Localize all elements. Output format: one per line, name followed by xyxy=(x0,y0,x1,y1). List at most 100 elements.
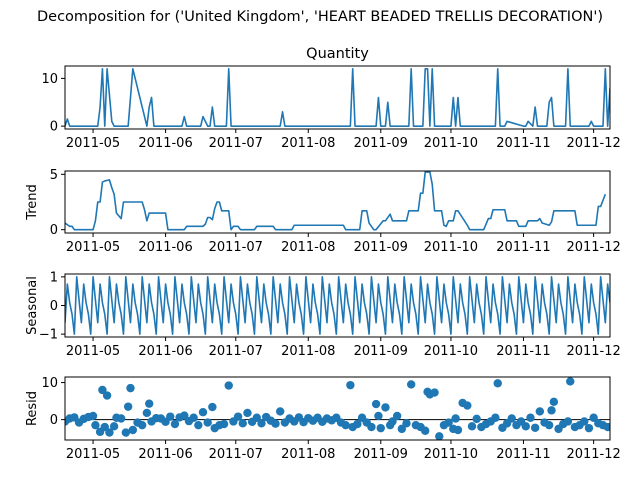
resid-point xyxy=(435,432,444,440)
x-tick-label: 2011-07 xyxy=(209,447,263,462)
x-tick-label: 2011-05 xyxy=(66,136,120,151)
resid-point xyxy=(189,413,198,422)
resid-point xyxy=(549,397,559,407)
x-tick-label: 2011-11 xyxy=(496,136,550,151)
x-tick-label: 2011-10 xyxy=(424,447,478,462)
resid-point xyxy=(402,419,411,428)
x-tick-label: 2011-12 xyxy=(566,136,620,151)
resid-point xyxy=(128,425,138,435)
x-tick-label: 2011-07 xyxy=(209,136,263,151)
resid-point xyxy=(463,401,472,410)
resid-point xyxy=(180,411,189,420)
resid-point xyxy=(566,377,575,386)
x-tick-label: 2011-11 xyxy=(496,344,550,359)
resid-point xyxy=(493,379,502,388)
resid-point xyxy=(526,413,535,422)
resid-point xyxy=(584,423,594,433)
resid-point xyxy=(346,380,355,390)
resid-point xyxy=(88,411,98,421)
resid-point xyxy=(397,424,407,434)
plot-area xyxy=(65,377,610,440)
y-tick-label: 0 xyxy=(50,299,58,314)
resid-point xyxy=(341,420,350,430)
x-tick-label: 2011-06 xyxy=(138,240,192,255)
resid-point xyxy=(530,423,540,432)
resid-point xyxy=(224,381,233,390)
x-tick-label: 2011-06 xyxy=(138,136,192,151)
x-tick-label: 2011-07 xyxy=(209,240,263,255)
resid-point xyxy=(219,419,229,429)
resid-point xyxy=(238,419,247,428)
panel-4: 0 10 2011-05 2011-06 2011-07 2011-08 2011-09 20… xyxy=(25,376,621,462)
resid-point xyxy=(467,422,477,431)
resid-point xyxy=(374,411,383,421)
panel-2: 0 5 2011-05 2011-06 2011-07 2011-08 2011-09 201… xyxy=(25,168,621,255)
plot-area xyxy=(65,171,607,231)
resid-point xyxy=(91,420,100,430)
resid-point xyxy=(137,420,147,430)
seasonal-line xyxy=(65,276,610,335)
x-tick-label: 2011-12 xyxy=(566,240,620,255)
x-tick-label: 2011-10 xyxy=(424,240,478,255)
y-axis-label: Trend xyxy=(25,184,40,221)
resid-point xyxy=(603,422,610,432)
resid-point xyxy=(233,412,243,421)
x-tick-label: 2011-11 xyxy=(496,447,550,462)
plot-area xyxy=(65,276,610,335)
resid-point xyxy=(123,402,133,411)
x-tick-label: 2011-05 xyxy=(66,344,120,359)
resid-point xyxy=(580,417,589,426)
x-tick-label: 2011-12 xyxy=(566,447,620,462)
x-tick-label: 2011-06 xyxy=(138,344,192,359)
x-tick-label: 2011-09 xyxy=(354,344,408,359)
y-tick-label: 10 xyxy=(41,376,58,391)
resid-point xyxy=(507,414,516,423)
x-tick-label: 2011-08 xyxy=(281,240,335,255)
x-tick-label: 2011-07 xyxy=(209,344,263,359)
resid-point xyxy=(100,422,109,432)
resid-point xyxy=(421,426,430,435)
x-tick-label: 2011-06 xyxy=(138,447,192,462)
x-tick-label: 2011-09 xyxy=(354,447,408,462)
resid-point xyxy=(589,413,598,422)
resid-point xyxy=(563,417,573,426)
resid-point xyxy=(203,418,212,427)
resid-point xyxy=(472,414,481,424)
resid-point xyxy=(430,388,439,397)
x-tick-label: 2011-08 xyxy=(281,344,335,359)
resid-point xyxy=(271,419,280,428)
panel-3: −1 0 1 2011-05 2011-06 2011-07 2011-08 2011-09 2… xyxy=(25,270,621,359)
y-tick-label: 0 xyxy=(50,413,58,428)
x-tick-label: 2011-09 xyxy=(354,240,408,255)
y-tick-label: 5 xyxy=(50,168,58,183)
y-tick-label: −1 xyxy=(39,328,58,343)
resid-point xyxy=(98,385,107,395)
resid-point xyxy=(142,408,152,418)
resid-point xyxy=(252,413,261,422)
resid-point xyxy=(406,380,416,389)
x-tick-label: 2011-12 xyxy=(566,344,620,359)
x-tick-label: 2011-11 xyxy=(496,240,550,255)
y-tick-label: 10 xyxy=(41,72,58,87)
y-tick-label: 0 xyxy=(50,120,58,135)
resid-point xyxy=(453,425,463,435)
resid-point xyxy=(367,422,376,432)
resid-point xyxy=(451,414,460,423)
resid-point xyxy=(102,391,112,400)
resid-point xyxy=(116,414,126,423)
y-axis-label: Seasonal xyxy=(25,276,40,335)
resid-point xyxy=(547,406,556,415)
panel-frame xyxy=(64,170,611,234)
x-tick-label: 2011-10 xyxy=(424,344,478,359)
x-tick-label: 2011-08 xyxy=(281,447,335,462)
panel-frame xyxy=(64,65,611,130)
resid-point xyxy=(376,423,385,433)
resid-point xyxy=(388,417,397,426)
resid-point xyxy=(257,419,266,428)
resid-point xyxy=(208,402,217,412)
resid-point xyxy=(535,407,545,416)
resid-point xyxy=(444,418,453,427)
x-tick-label: 2011-08 xyxy=(281,136,335,151)
